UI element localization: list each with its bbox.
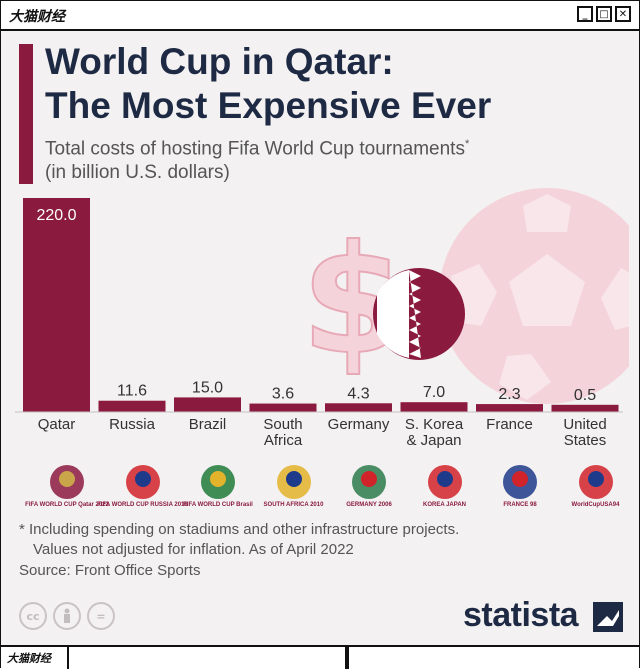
logo-1: FIFA WORLD CUP RUSSIA 2018 bbox=[97, 448, 188, 508]
creative-commons-icon[interactable]: cc bbox=[19, 602, 47, 630]
category-label-3-1: Africa bbox=[264, 432, 303, 448]
maximize-button[interactable]: □ bbox=[596, 6, 612, 22]
title-bar: 大猫财经 _ □ ✕ bbox=[1, 1, 639, 31]
decor-layer: $ bbox=[300, 188, 629, 404]
brazil-emblem-icon bbox=[201, 465, 235, 499]
logo-2: FIFA WORLD CUP Brasil bbox=[183, 448, 253, 508]
tournament-logos: FIFA WORLD CUP Qatar 2022 FIFA WORLD CUP … bbox=[21, 448, 621, 514]
category-label-7-1: States bbox=[564, 432, 607, 448]
logo-caption-1: FIFA WORLD CUP RUSSIA 2018 bbox=[97, 502, 188, 508]
footnote-line-2: Values not adjusted for inflation. As of… bbox=[33, 541, 354, 558]
footnote: * Including spending on stadiums and oth… bbox=[19, 520, 459, 560]
bar-5 bbox=[400, 402, 468, 412]
value-label-0: 220.0 bbox=[36, 207, 76, 224]
category-label-3-0: South bbox=[263, 416, 302, 433]
title-line-1: World Cup in Qatar: bbox=[45, 41, 394, 82]
value-label-2: 15.0 bbox=[192, 379, 223, 396]
statista-mark-icon bbox=[593, 602, 623, 632]
logo-caption-7: WorldCupUSA94 bbox=[571, 502, 620, 508]
qatar-flag-coin-icon bbox=[373, 268, 465, 360]
logo-caption-4: GERMANY 2006 bbox=[346, 502, 392, 508]
bar-2 bbox=[174, 397, 241, 412]
bottom-tab-1[interactable] bbox=[69, 647, 347, 669]
category-label-2-0: Brazil bbox=[189, 416, 227, 433]
logo-0: FIFA WORLD CUP Qatar 2022 bbox=[25, 448, 109, 508]
bar-4 bbox=[325, 403, 392, 412]
bar-1 bbox=[98, 400, 166, 412]
window-controls: _ □ ✕ bbox=[577, 6, 631, 22]
value-label-6: 2.3 bbox=[498, 386, 520, 403]
subtitle-line-2: (in billion U.S. dollars) bbox=[45, 162, 230, 184]
category-label-5-0: S. Korea bbox=[405, 416, 464, 433]
chart-subtitle: Total costs of hosting Fifa World Cup to… bbox=[45, 132, 469, 185]
chart-title: World Cup in Qatar: The Most Expensive E… bbox=[45, 40, 491, 128]
usa-emblem-icon bbox=[578, 465, 613, 499]
value-label-7: 0.5 bbox=[574, 387, 596, 404]
value-label-4: 4.3 bbox=[347, 385, 369, 402]
bar-7 bbox=[551, 404, 619, 412]
bar-6 bbox=[476, 404, 543, 412]
logo-caption-6: FRANCE 98 bbox=[503, 502, 537, 508]
category-label-5-1: & Japan bbox=[406, 432, 461, 448]
no-derivatives-icon[interactable]: = bbox=[87, 602, 115, 630]
source-text: Source: Front Office Sports bbox=[19, 562, 201, 579]
logo-6: FRANCE 98 bbox=[486, 448, 554, 508]
south-africa-emblem-icon bbox=[276, 465, 311, 499]
logo-3: SOUTH AFRICA 2010 bbox=[260, 448, 328, 508]
bar-chart: 220.0 Qatar 11.6 Russia 15.0 Brazil 3.6 SouthAf… bbox=[15, 198, 623, 448]
logo-caption-2: FIFA WORLD CUP Brasil bbox=[183, 502, 253, 508]
bar-3 bbox=[249, 403, 317, 412]
france-emblem-icon bbox=[503, 465, 537, 499]
license-icons: cc = bbox=[19, 602, 115, 630]
logo-4: GERMANY 2006 bbox=[335, 448, 403, 508]
value-label-1: 11.6 bbox=[117, 383, 147, 400]
korea-japan-emblem-icon bbox=[427, 465, 462, 499]
category-label-1-0: Russia bbox=[109, 416, 156, 433]
bottom-tab-2[interactable] bbox=[347, 647, 349, 669]
bar-0 bbox=[23, 198, 90, 412]
logo-5: KOREA JAPAN bbox=[411, 448, 479, 508]
bottom-tab-brand[interactable]: 大猫财经 bbox=[1, 647, 69, 669]
category-label-4-0: Germany bbox=[328, 416, 390, 433]
value-label-5: 7.0 bbox=[423, 384, 445, 401]
person-glyph-icon bbox=[64, 608, 70, 623]
logo-caption-3: SOUTH AFRICA 2010 bbox=[263, 502, 324, 508]
category-label-0-0: Qatar bbox=[38, 416, 76, 433]
bottom-bar: 大猫财经 bbox=[1, 645, 639, 669]
value-label-3: 3.6 bbox=[272, 386, 294, 403]
logo-caption-0: FIFA WORLD CUP Qatar 2022 bbox=[25, 502, 109, 508]
close-button[interactable]: ✕ bbox=[615, 6, 631, 22]
logo-7: WorldCupUSA94 bbox=[562, 448, 630, 508]
soccer-ball-icon bbox=[439, 188, 629, 404]
accent-bar bbox=[19, 44, 33, 184]
russia-emblem-icon bbox=[125, 465, 160, 499]
logo-caption-5: KOREA JAPAN bbox=[422, 502, 466, 508]
title-line-2: The Most Expensive Ever bbox=[45, 85, 492, 126]
subtitle-line-1: Total costs of hosting Fifa World Cup to… bbox=[45, 138, 465, 160]
window-brand: 大猫财经 bbox=[9, 9, 65, 25]
category-label-6-0: France bbox=[486, 416, 533, 433]
germany-emblem-icon bbox=[352, 465, 386, 499]
trophy-emblem-icon bbox=[50, 465, 84, 499]
category-label-7-0: United bbox=[563, 416, 606, 433]
subtitle-marker: * bbox=[464, 138, 470, 150]
infographic-card: $ World Cup in Qatar: The Most Expensive… bbox=[11, 36, 629, 640]
statista-logo-text[interactable]: statista bbox=[463, 596, 579, 634]
attribution-person-icon[interactable] bbox=[53, 602, 81, 630]
footnote-line-1: * Including spending on stadiums and oth… bbox=[19, 521, 460, 538]
minimize-button[interactable]: _ bbox=[577, 6, 593, 22]
